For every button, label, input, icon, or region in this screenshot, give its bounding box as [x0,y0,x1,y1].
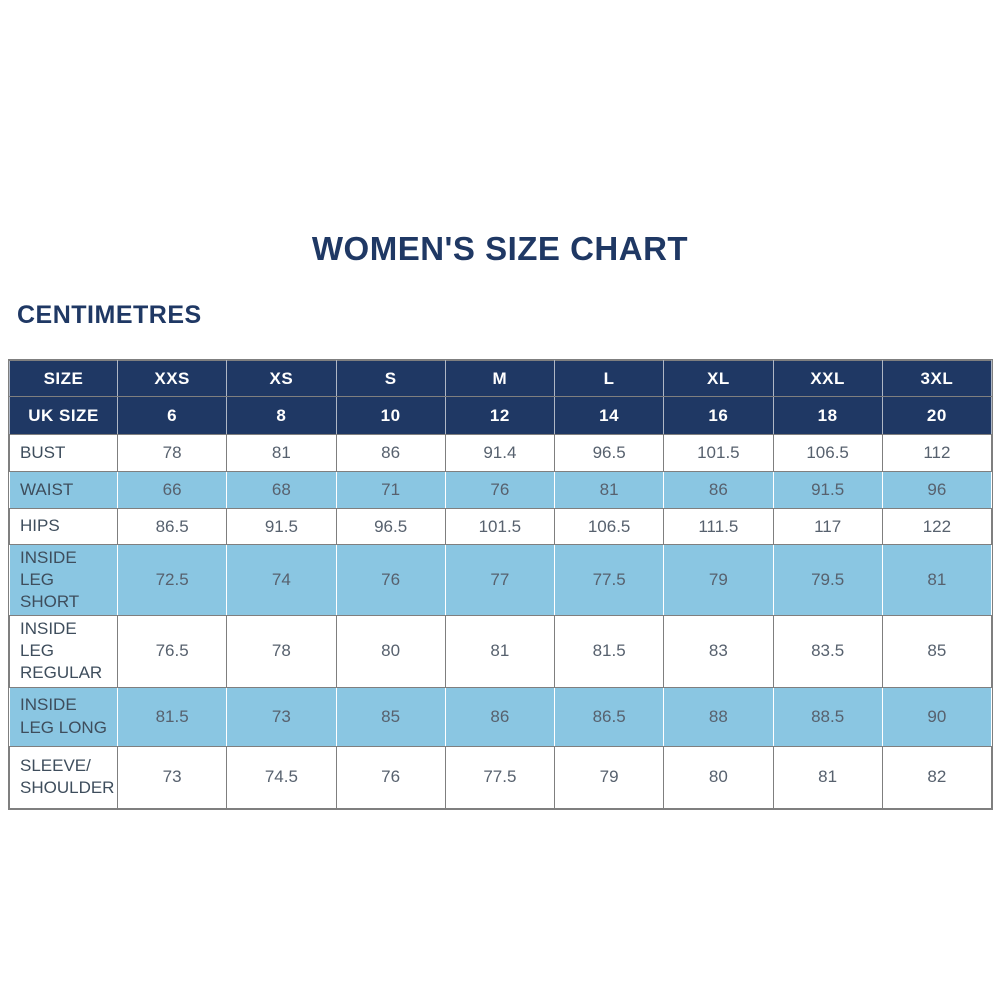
measurement-value: 79.5 [772,543,883,617]
measurement-value: 111.5 [663,508,774,545]
uk-size-cell: 12 [444,396,556,435]
measurement-value: 106.5 [772,434,883,472]
measurement-value: 82 [881,745,993,809]
measurement-value: 106.5 [553,508,665,545]
table-header: SIZE XXS XS S M L XL XXL 3XL UK SIZE 6 8… [9,360,993,435]
measurement-value: 85 [335,686,446,747]
size-header-cell: XL [663,360,774,397]
table-row: BUST 78 81 86 91.4 96.5 101.5 106.5 112 [9,434,993,472]
measurement-value: 74 [226,543,337,617]
table-row: INSIDE LEG SHORT 72.5 74 76 77 77.5 79 7… [9,543,993,617]
measurement-value: 96.5 [553,434,665,472]
measurement-label: SLEEVE/ SHOULDER [9,745,118,809]
size-header-cell: 3XL [881,360,993,397]
size-header-row: SIZE XXS XS S M L XL XXL 3XL [9,360,993,397]
measurement-label: BUST [9,434,118,472]
uk-size-cell: 16 [663,396,774,435]
measurement-value: 77.5 [553,543,665,617]
measurement-value: 80 [335,615,446,688]
measurement-value: 91.4 [444,434,556,472]
measurement-value: 73 [116,745,228,809]
size-chart-table: SIZE XXS XS S M L XL XXL 3XL UK SIZE 6 8… [9,360,993,809]
table-row: INSIDE LEG LONG 81.5 73 85 86 86.5 88 88… [9,686,993,747]
size-chart-table-container: SIZE XXS XS S M L XL XXL 3XL UK SIZE 6 8… [8,359,993,810]
uk-size-cell: 18 [772,396,883,435]
size-header-cell: XS [226,360,337,397]
measurement-value: 78 [116,434,228,472]
measurement-value: 80 [663,745,774,809]
measurement-value: 86 [335,434,446,472]
measurement-value: 86 [663,471,774,509]
table-row: INSIDE LEG REGULAR 76.5 78 80 81 81.5 83… [9,615,993,688]
measurement-value: 112 [881,434,993,472]
measurement-value: 86.5 [553,686,665,747]
uk-size-cell: 8 [226,396,337,435]
measurement-value: 77.5 [444,745,556,809]
measurement-value: 96 [881,471,993,509]
measurement-value: 68 [226,471,337,509]
measurement-value: 81 [444,615,556,688]
measurement-value: 81 [553,471,665,509]
measurement-value: 91.5 [226,508,337,545]
measurement-value: 66 [116,471,228,509]
size-header-cell: M [444,360,556,397]
measurement-value: 90 [881,686,993,747]
measurement-value: 117 [772,508,883,545]
measurement-label: INSIDE LEG SHORT [9,543,118,617]
uk-size-header-row: UK SIZE 6 8 10 12 14 16 18 20 [9,396,993,435]
size-header-cell: XXS [116,360,228,397]
measurement-value: 73 [226,686,337,747]
measurement-value: 79 [663,543,774,617]
table-row: WAIST 66 68 71 76 81 86 91.5 96 [9,471,993,509]
uk-size-cell: 6 [116,396,228,435]
measurement-value: 81 [772,745,883,809]
measurement-value: 76 [335,745,446,809]
measurement-value: 81 [881,543,993,617]
measurement-value: 85 [881,615,993,688]
measurement-value: 81 [226,434,337,472]
size-header-label: SIZE [9,360,118,397]
measurement-value: 76.5 [116,615,228,688]
measurement-value: 83 [663,615,774,688]
measurement-value: 101.5 [444,508,556,545]
measurement-value: 77 [444,543,556,617]
measurement-value: 76 [444,471,556,509]
measurement-value: 81.5 [553,615,665,688]
measurement-label: HIPS [9,508,118,545]
page-title: WOMEN'S SIZE CHART [311,230,689,267]
uk-size-cell: 14 [553,396,665,435]
measurement-value: 86 [444,686,556,747]
table-row: HIPS 86.5 91.5 96.5 101.5 106.5 111.5 11… [9,508,993,545]
measurement-value: 88.5 [772,686,883,747]
size-header-cell: S [335,360,446,397]
measurement-value: 74.5 [226,745,337,809]
measurement-value: 86.5 [116,508,228,545]
measurement-value: 76 [335,543,446,617]
measurement-value: 71 [335,471,446,509]
measurement-value: 91.5 [772,471,883,509]
measurement-label: INSIDE LEG LONG [9,686,118,747]
measurement-value: 72.5 [116,543,228,617]
uk-size-cell: 10 [335,396,446,435]
measurement-value: 88 [663,686,774,747]
measurement-value: 101.5 [663,434,774,472]
measurement-label: INSIDE LEG REGULAR [9,615,118,688]
measurement-value: 81.5 [116,686,228,747]
measurement-value: 96.5 [335,508,446,545]
size-rows: BUST 78 81 86 91.4 96.5 101.5 106.5 112 … [9,434,993,809]
table-row: SLEEVE/ SHOULDER 73 74.5 76 77.5 79 80 8… [9,745,993,809]
measurement-label: WAIST [9,471,118,509]
uk-size-cell: 20 [881,396,993,435]
measurement-value: 83.5 [772,615,883,688]
uk-size-header-label: UK SIZE [9,396,118,435]
measurement-value: 78 [226,615,337,688]
measurement-value: 122 [881,508,993,545]
measurement-value: 79 [553,745,665,809]
unit-label: CENTIMETRES [17,301,202,329]
size-header-cell: L [553,360,665,397]
size-header-cell: XXL [772,360,883,397]
